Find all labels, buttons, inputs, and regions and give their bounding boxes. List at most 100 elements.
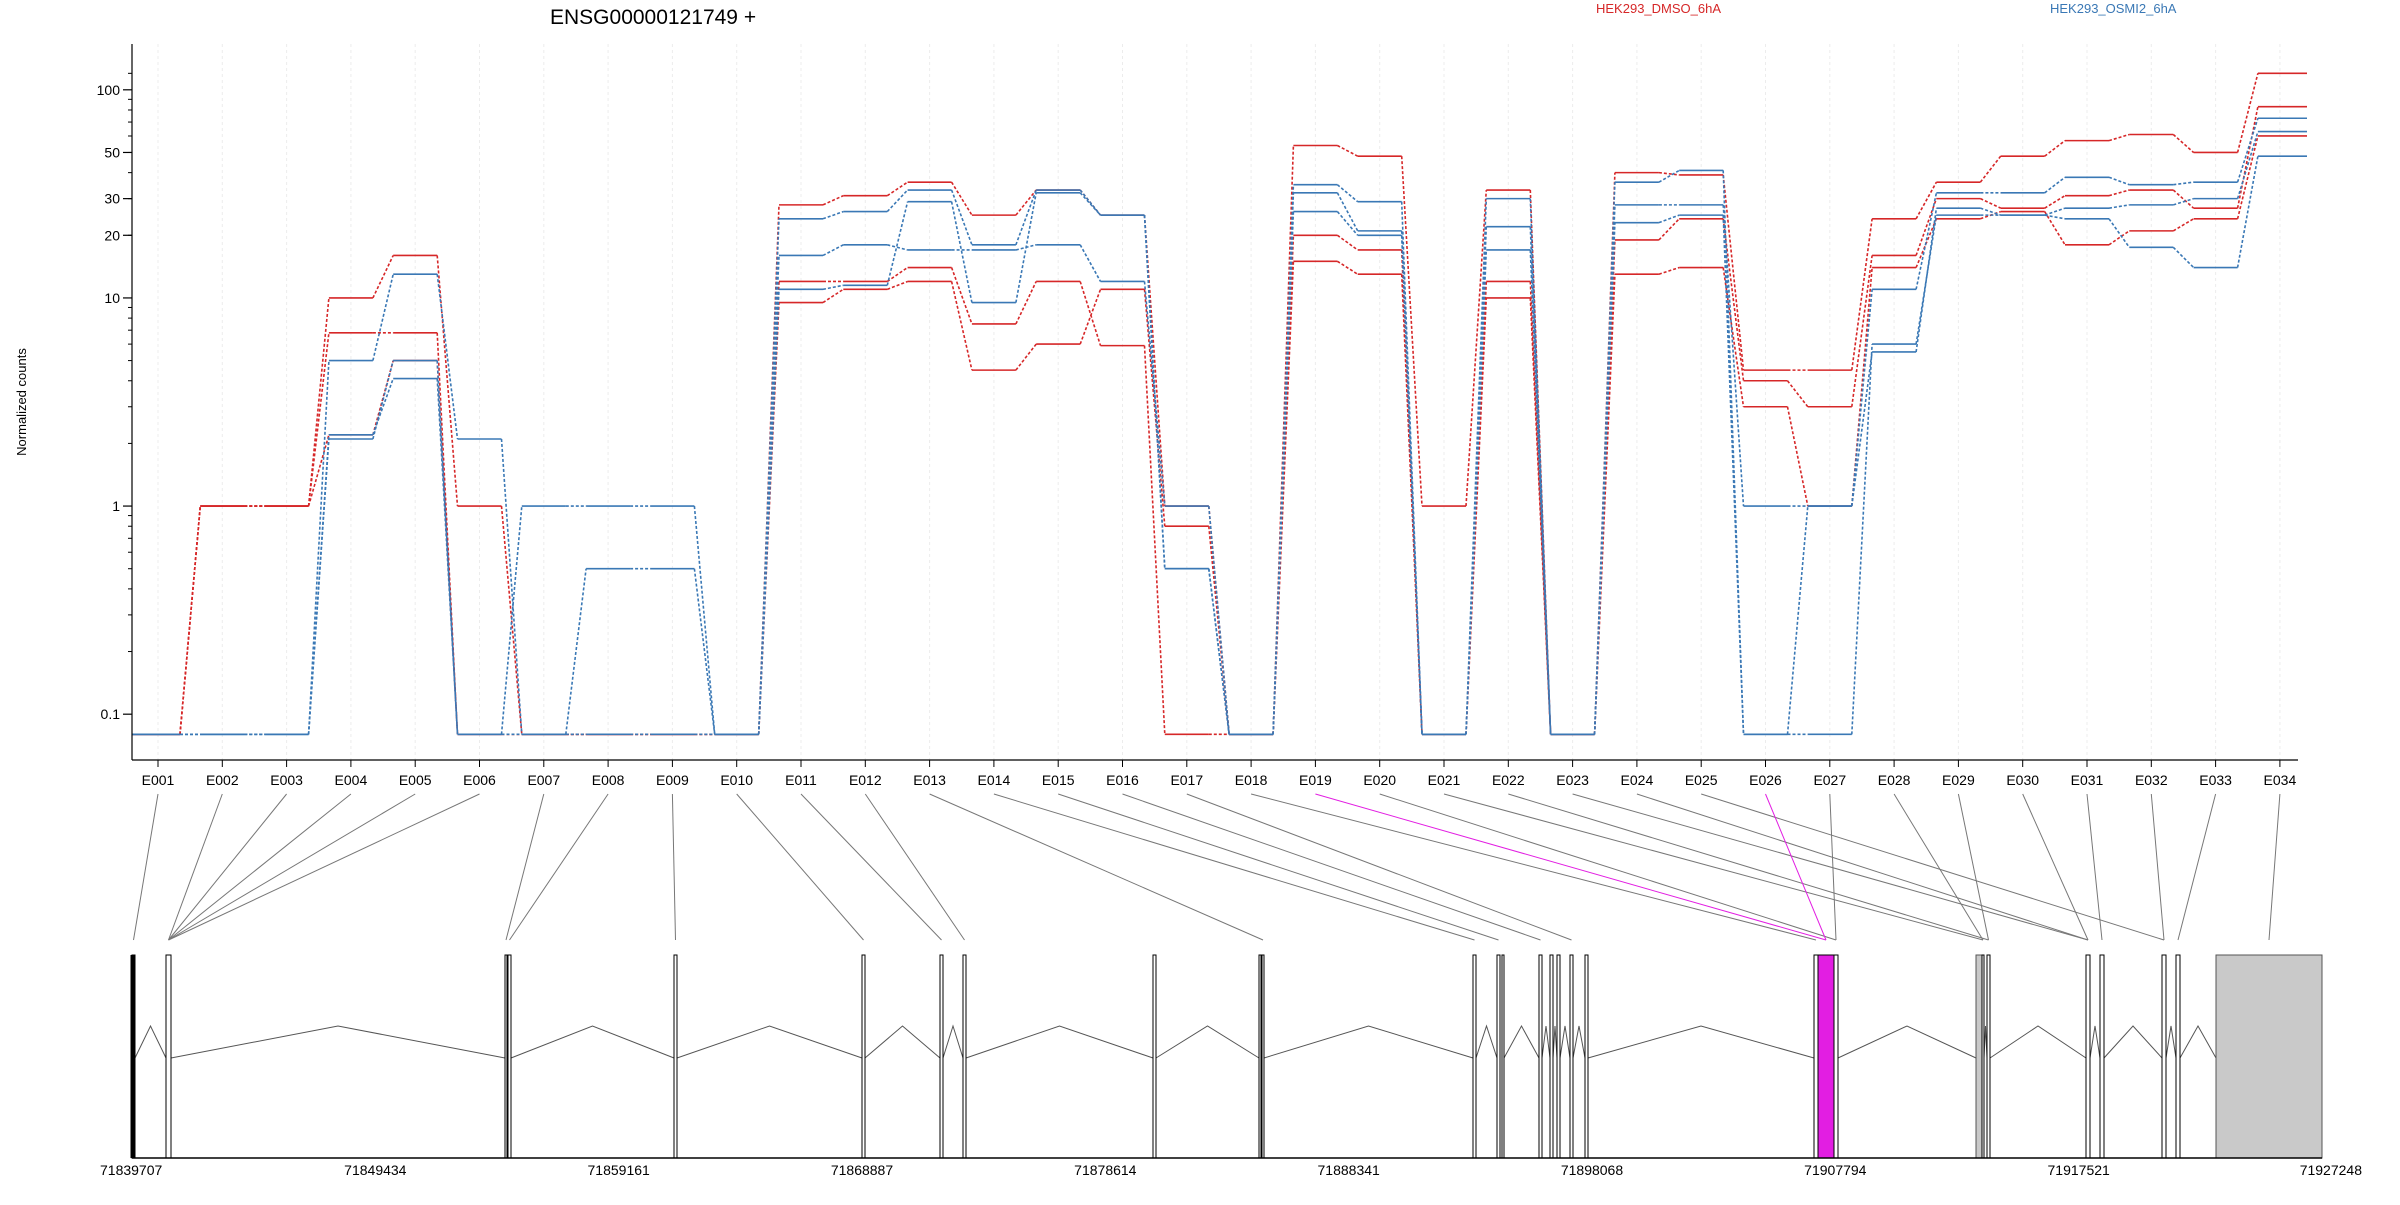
series-segment bbox=[1208, 505, 1230, 735]
legend-label-dmso: HEK293_DMSO_6hA bbox=[1596, 1, 1721, 16]
y-axis-label: Normalized counts bbox=[14, 348, 29, 456]
exon-box bbox=[2175, 954, 2181, 1159]
exon-box bbox=[1813, 954, 1819, 1159]
exon-box bbox=[1975, 954, 1983, 1159]
intron-line bbox=[2103, 1025, 2163, 1059]
series-segment bbox=[2044, 214, 2066, 220]
intron-line bbox=[864, 1025, 941, 1059]
exon-connector bbox=[2268, 793, 2281, 941]
x-tick-label: E015 bbox=[1042, 772, 1075, 788]
exon-box bbox=[2161, 954, 2167, 1159]
exon-connectors bbox=[133, 793, 2281, 941]
series-segment bbox=[1915, 208, 1938, 353]
series-segment bbox=[2236, 135, 2259, 219]
exon-connector bbox=[168, 793, 287, 941]
exon-connector bbox=[509, 793, 609, 941]
series-segment bbox=[1786, 380, 1809, 408]
legend-label-osmi2: HEK293_OSMI2_6hA bbox=[2050, 1, 2177, 16]
genomic-coordinate-label: 71868887 bbox=[831, 1162, 894, 1178]
exon-box bbox=[1472, 954, 1477, 1159]
series-segment bbox=[2172, 189, 2195, 209]
series-segment bbox=[565, 568, 587, 735]
x-tick-label: E034 bbox=[2264, 772, 2297, 788]
series-segment bbox=[886, 266, 909, 283]
exon-connector bbox=[2022, 793, 2089, 941]
exon-box bbox=[2085, 954, 2091, 1159]
series-4 bbox=[132, 130, 2307, 736]
series-segment bbox=[1658, 169, 1680, 183]
x-tick-label: E027 bbox=[1813, 772, 1846, 788]
x-tick-label: E014 bbox=[978, 772, 1011, 788]
series-segment bbox=[886, 181, 909, 197]
series-segment bbox=[2173, 197, 2194, 206]
series-segment bbox=[1272, 145, 1295, 735]
series-segment bbox=[307, 332, 330, 507]
series-segment bbox=[500, 505, 523, 735]
x-tick-label: E006 bbox=[463, 772, 496, 788]
x-tick-label: E026 bbox=[1749, 772, 1782, 788]
chart-title: ENSG00000121749 + bbox=[550, 6, 756, 29]
series-segment bbox=[1529, 249, 1552, 735]
series-segment bbox=[2108, 230, 2130, 246]
series-segment bbox=[822, 244, 844, 257]
exon-connector bbox=[1572, 793, 2089, 941]
series-segment bbox=[1336, 184, 1359, 203]
exon-connector bbox=[168, 793, 480, 941]
genomic-coordinate-label: 71849434 bbox=[344, 1162, 407, 1178]
exon-box bbox=[1496, 954, 1501, 1159]
x-tick-label: E017 bbox=[1170, 772, 1203, 788]
series-segment bbox=[1336, 192, 1359, 232]
series-segment bbox=[1465, 198, 1488, 735]
series-segment bbox=[1015, 189, 1037, 246]
series-segment bbox=[950, 281, 973, 371]
exon-box bbox=[1258, 954, 1262, 1159]
series-segment bbox=[307, 434, 330, 507]
x-tick-label: E032 bbox=[2135, 772, 2168, 788]
series-segment bbox=[2044, 194, 2066, 209]
exon-connector bbox=[1058, 793, 1499, 941]
y-tick-label: 50 bbox=[104, 144, 120, 160]
intron-line bbox=[1989, 1025, 2087, 1059]
exon-connector bbox=[1315, 793, 1827, 941]
series-segment bbox=[1851, 289, 1873, 507]
series-segment bbox=[1079, 244, 1102, 282]
genomic-coordinate-label: 71839707 bbox=[100, 1162, 163, 1178]
series-segment bbox=[2236, 73, 2259, 153]
series-segment bbox=[1015, 189, 1037, 216]
series-segment bbox=[1143, 215, 1166, 507]
exon-connector bbox=[168, 793, 223, 941]
series-segment bbox=[822, 210, 844, 220]
series-segment bbox=[1272, 261, 1295, 735]
series-segment bbox=[372, 360, 394, 436]
intron-line bbox=[2165, 1025, 2177, 1059]
y-tick-label: 100 bbox=[97, 82, 121, 98]
series-segment bbox=[1143, 281, 1166, 507]
series-2 bbox=[132, 135, 2307, 736]
exon-box bbox=[1833, 954, 1839, 1159]
series-segment bbox=[757, 289, 780, 735]
series-segment bbox=[2172, 246, 2195, 269]
y-tick-label: 1 bbox=[112, 498, 120, 514]
x-tick-label: E011 bbox=[785, 772, 817, 788]
exon-connector bbox=[993, 793, 1475, 941]
exon-box bbox=[507, 954, 512, 1159]
series-segment bbox=[436, 360, 459, 735]
exon-connector bbox=[1122, 793, 1541, 941]
series-segment bbox=[179, 505, 202, 735]
exon-connector bbox=[168, 793, 416, 941]
intron-line bbox=[1475, 1024, 1498, 1059]
exon-box bbox=[2099, 954, 2105, 1159]
x-tick-label: E002 bbox=[206, 772, 239, 788]
exon-box bbox=[1152, 954, 1157, 1159]
x-tick-label: E008 bbox=[592, 772, 625, 788]
series-segment bbox=[307, 360, 330, 735]
x-tick-label: E019 bbox=[1299, 772, 1332, 788]
exon-box bbox=[1501, 954, 1505, 1159]
series-segment bbox=[2108, 176, 2130, 186]
exon-connector bbox=[800, 793, 942, 941]
series-segment bbox=[2236, 131, 2259, 199]
exon-connector bbox=[1443, 793, 1984, 941]
exon-box bbox=[1986, 954, 1991, 1159]
genomic-coordinate-label: 71907794 bbox=[1804, 1162, 1867, 1178]
